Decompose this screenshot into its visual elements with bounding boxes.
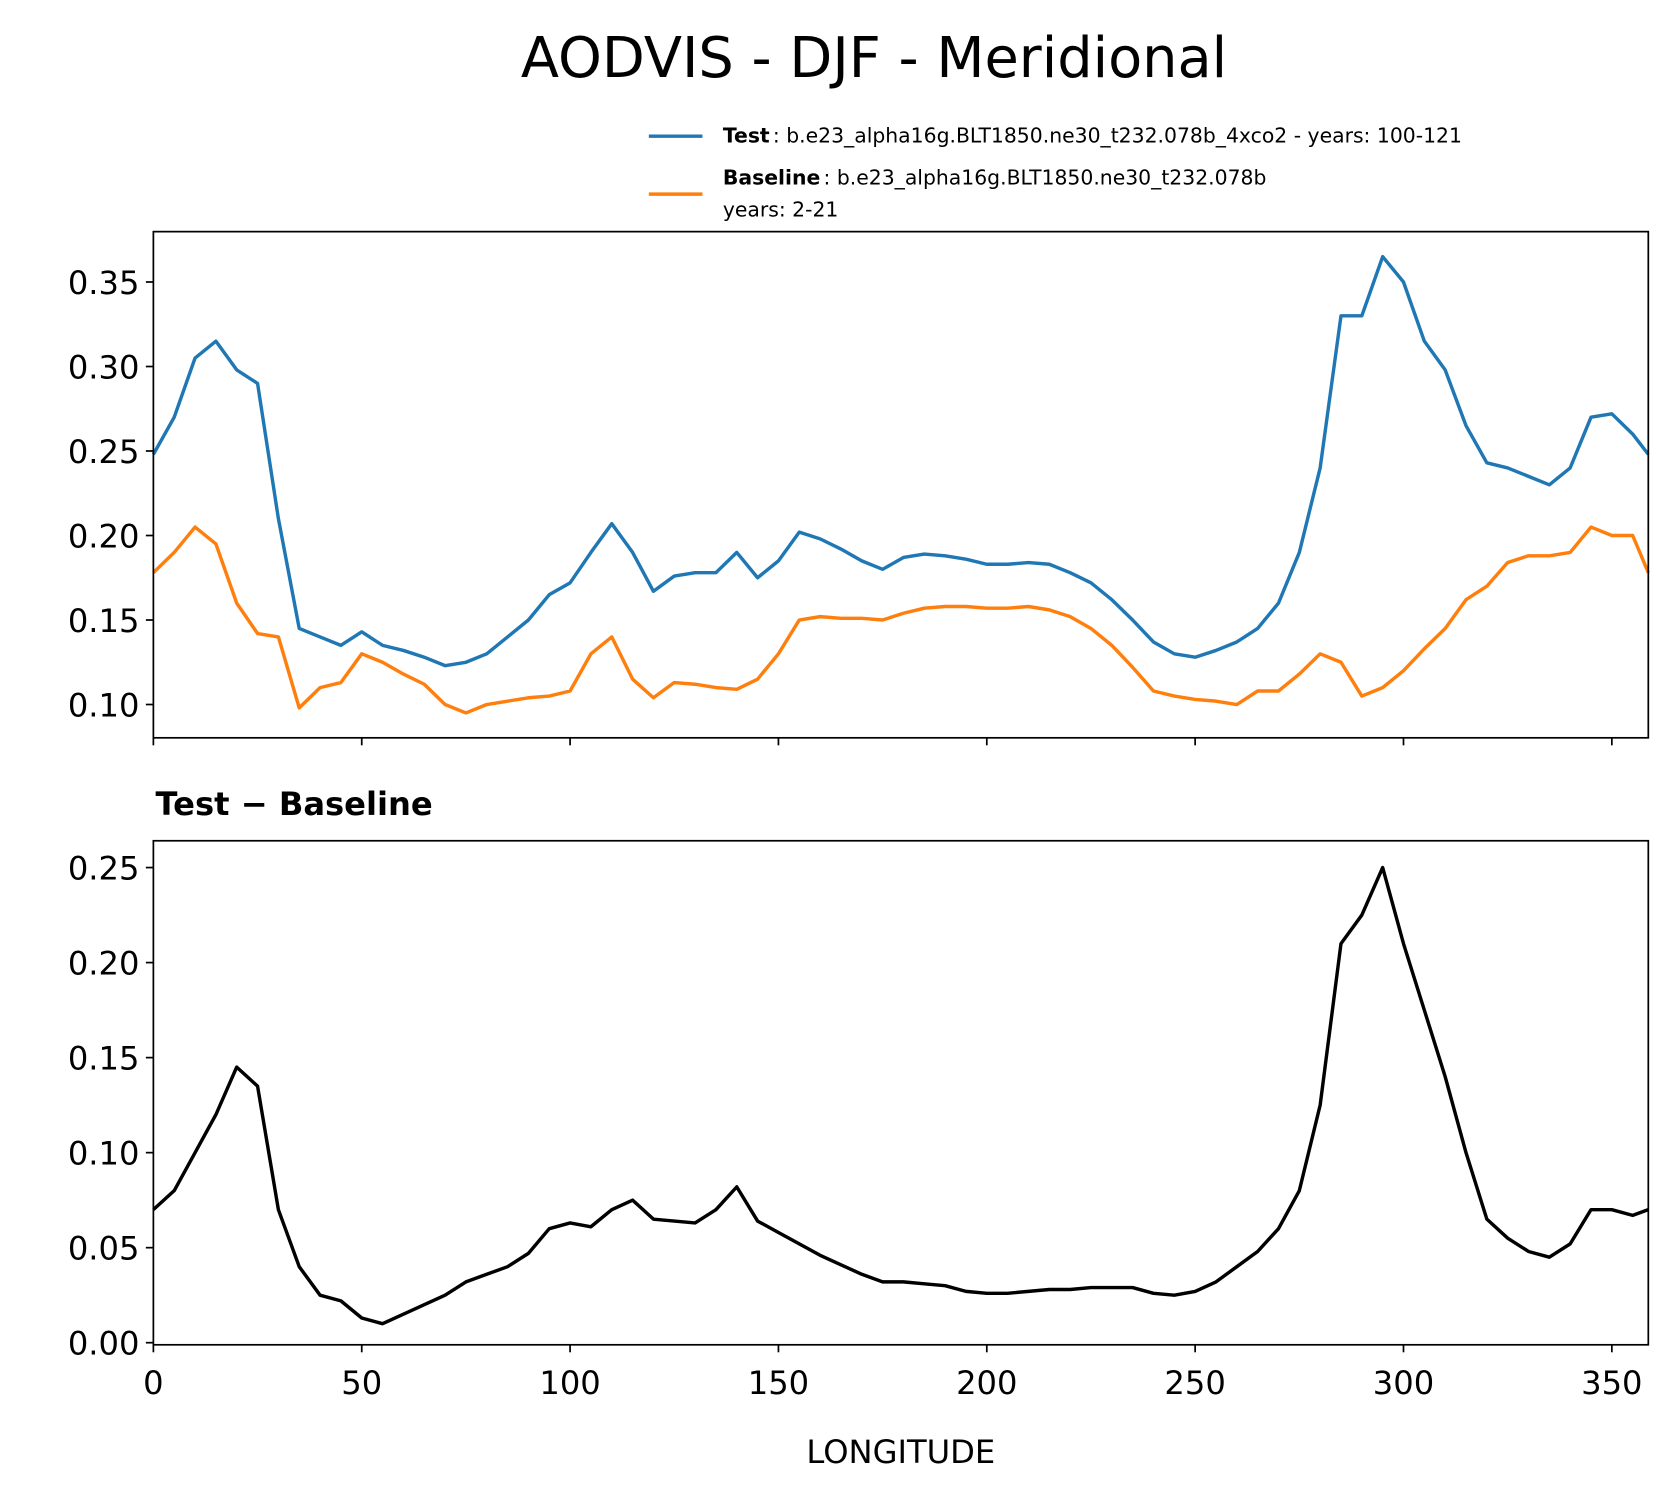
- legend-label: Baseline: [723, 165, 820, 189]
- y-tick-label: 0.35: [68, 264, 140, 302]
- axes-frame: [152, 839, 1650, 1346]
- y-tick-label: 0.00: [68, 1324, 140, 1362]
- legend-description: : b.e23_alpha16g.BLT1850.ne30_t232.078b: [823, 165, 1266, 190]
- y-tick-label: 0.15: [68, 602, 140, 640]
- x-tick-label: 0: [143, 1364, 163, 1402]
- x-tick-label: 100: [539, 1364, 600, 1402]
- y-tick-label: 0.15: [68, 1039, 140, 1077]
- x-tick-label: 50: [341, 1364, 382, 1402]
- y-tick-label: 0.20: [68, 517, 140, 555]
- series-line: [152, 865, 1649, 1326]
- legend-description: years: 2-21: [723, 198, 839, 222]
- chart-title: AODVIS - DJF - Meridional: [521, 26, 1227, 91]
- x-tick-label: 350: [1581, 1364, 1642, 1402]
- legend-label: Test: [723, 124, 770, 148]
- y-tick-label: 0.20: [68, 944, 140, 982]
- x-tick-label: 150: [748, 1364, 809, 1402]
- x-tick-label: 250: [1164, 1364, 1225, 1402]
- x-axis-label: LONGITUDE: [806, 1433, 995, 1471]
- legend-description: : b.e23_alpha16g.BLT1850.ne30_t232.078b_…: [773, 124, 1462, 149]
- y-tick-label: 0.05: [68, 1229, 140, 1267]
- series-line: [152, 525, 1650, 715]
- x-tick-label: 200: [956, 1364, 1017, 1402]
- y-tick-label: 0.30: [68, 348, 140, 386]
- x-tick-label: 300: [1373, 1364, 1434, 1402]
- y-tick-label: 0.25: [68, 433, 140, 471]
- y-tick-label: 0.10: [68, 1134, 140, 1172]
- series-line: [151, 254, 1650, 668]
- y-tick-label: 0.25: [68, 849, 140, 887]
- axes-frame: [152, 230, 1650, 739]
- y-tick-label: 0.10: [68, 686, 140, 724]
- panel-title: Test − Baseline: [156, 785, 433, 823]
